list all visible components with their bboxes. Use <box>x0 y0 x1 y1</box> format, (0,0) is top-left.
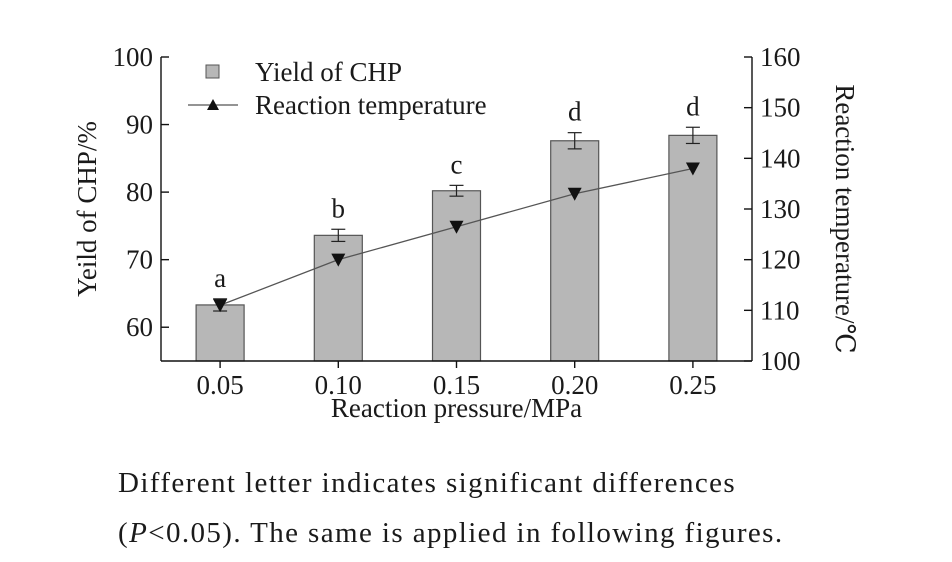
x-tick-label: 0.05 <box>196 370 243 400</box>
legend-bar-swatch <box>205 64 220 79</box>
x-tick-label: 0.15 <box>433 370 480 400</box>
right-tick-label: 100 <box>760 346 801 376</box>
chart: a b c d d 60 70 80 90 100 100 110 120 130 140 150 160 0.… <box>72 42 860 423</box>
right-tick-label: 160 <box>760 42 801 72</box>
significance-letter: a <box>214 263 226 293</box>
significance-letter: c <box>451 149 463 179</box>
temperature-series <box>213 162 700 313</box>
right-tick-label: 120 <box>760 245 801 275</box>
legend-line-label: Reaction temperature <box>255 90 487 120</box>
left-tick-label: 80 <box>126 177 153 207</box>
temperature-marker <box>449 220 464 234</box>
significance-letter: d <box>568 97 582 127</box>
footnote-line-2: (P<0.05). The same is applied in followi… <box>118 517 784 549</box>
temperature-marker <box>331 253 346 267</box>
temperature-marker <box>685 162 700 176</box>
right-tick-label: 150 <box>760 93 801 123</box>
significance-letter: b <box>332 193 346 223</box>
left-tick-label: 60 <box>126 312 153 342</box>
legend-triangle-marker <box>207 99 219 110</box>
left-axis-title: Yeild of CHP/% <box>72 121 102 297</box>
x-tick-label: 0.10 <box>315 370 362 400</box>
axes: 60 70 80 90 100 100 110 120 130 140 150 160 0.05 0.10… <box>72 42 860 423</box>
significance-letter: d <box>686 91 700 121</box>
left-tick-label: 100 <box>113 42 154 72</box>
right-tick-label: 130 <box>760 194 801 224</box>
footnote-p-symbol: P <box>129 517 149 549</box>
bar-0.15 <box>431 190 482 362</box>
left-tick-label: 70 <box>126 245 153 275</box>
temperature-marker <box>213 299 228 313</box>
left-tick-label: 90 <box>126 110 153 140</box>
right-tick-label: 110 <box>760 295 800 325</box>
right-axis-title: Reaction temperature/℃ <box>830 84 860 353</box>
temperature-marker <box>567 187 582 201</box>
significance-letters: a b c d d <box>214 91 700 293</box>
x-tick-label: 0.25 <box>669 370 716 400</box>
legend-bar-label: Yield of CHP <box>255 57 402 87</box>
x-tick-label: 0.20 <box>551 370 598 400</box>
bar-0.20 <box>550 140 600 362</box>
bar-0.05 <box>195 304 245 362</box>
footnote-line-1: Different letter indicates significant d… <box>118 467 737 499</box>
right-tick-label: 140 <box>760 143 801 173</box>
x-axis-title: Reaction pressure/MPa <box>331 393 582 423</box>
